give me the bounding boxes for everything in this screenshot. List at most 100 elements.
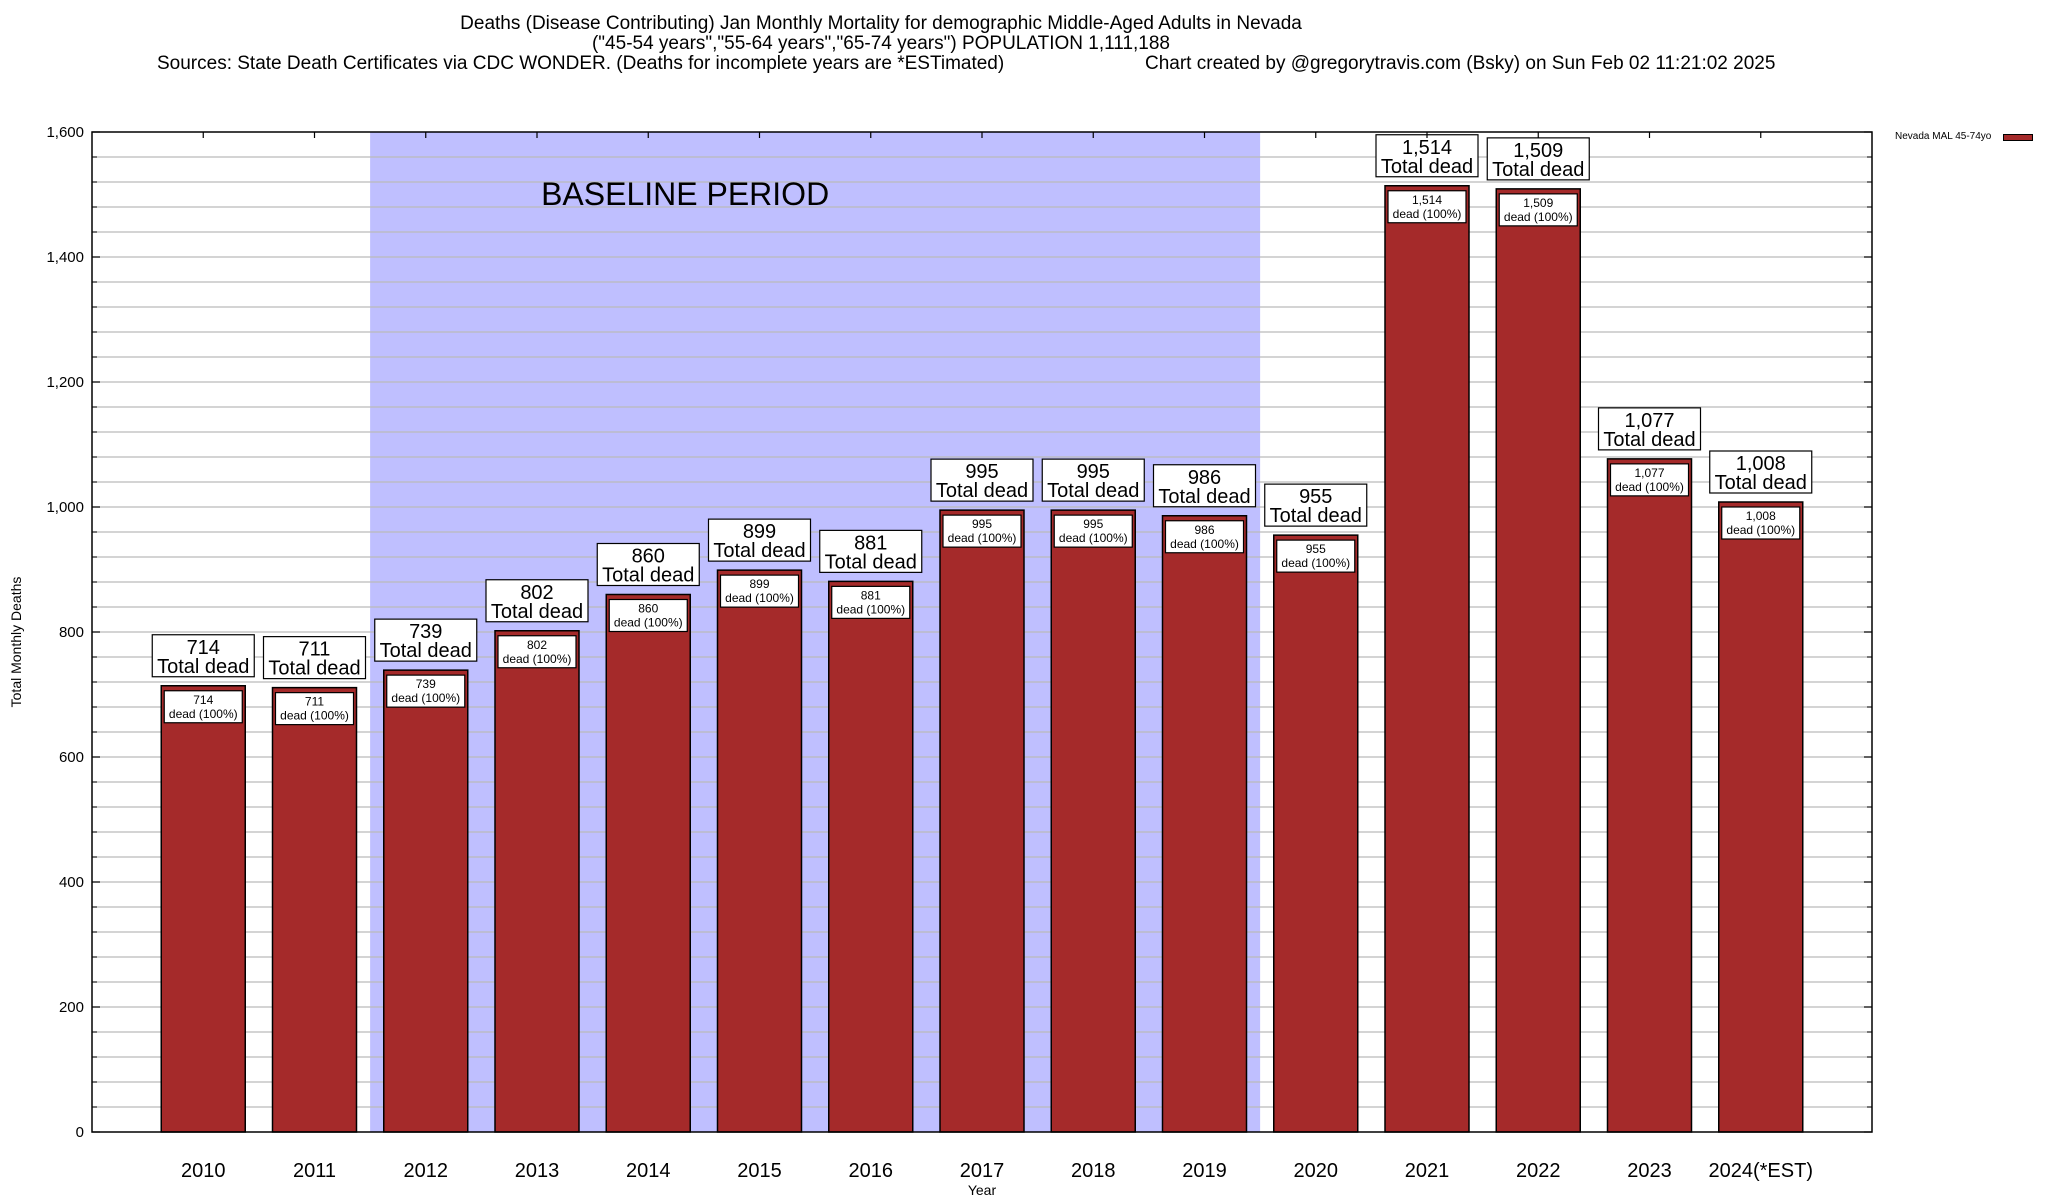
x-tick-label: 2010 xyxy=(181,1160,226,1182)
x-tick-label: 2019 xyxy=(1182,1160,1227,1182)
total-label-value: 1,077 xyxy=(1624,410,1674,432)
total-label-value: 1,509 xyxy=(1513,140,1563,162)
inner-label-box xyxy=(386,674,466,708)
inner-label-box xyxy=(1721,506,1801,540)
total-label-value: 995 xyxy=(965,461,998,483)
total-label-value: 986 xyxy=(1188,467,1221,489)
inner-label-text: dead (100%) xyxy=(1170,537,1239,551)
total-label-value: 711 xyxy=(299,639,331,661)
total-label-box xyxy=(1152,464,1257,508)
inner-label-text: dead (100%) xyxy=(503,652,572,666)
inner-label-text: dead (100%) xyxy=(280,709,349,723)
total-label-box xyxy=(707,518,812,562)
inner-label-text: dead (100%) xyxy=(1281,556,1350,570)
total-label-text: Total dead xyxy=(1715,472,1807,494)
total-label-text: Total dead xyxy=(268,658,360,680)
total-label-text: Total dead xyxy=(1270,505,1362,527)
inner-label-box xyxy=(608,598,688,633)
bar-2013 xyxy=(494,630,580,1133)
x-tick-label: 2022 xyxy=(1516,1160,1561,1182)
bar-2017 xyxy=(939,509,1025,1133)
x-tick-label: 2024(*EST) xyxy=(1709,1160,1814,1182)
bar-2016 xyxy=(828,580,914,1133)
bar-2020 xyxy=(1273,534,1359,1133)
total-label-box xyxy=(485,579,589,623)
inner-label-value: 802 xyxy=(527,638,547,652)
y-tick-label: 0 xyxy=(76,1124,84,1141)
bar-2022 xyxy=(1495,188,1581,1133)
x-tick-label: 2013 xyxy=(515,1160,560,1182)
total-label-text: Total dead xyxy=(936,480,1028,502)
total-label-text: Total dead xyxy=(1158,486,1250,508)
inner-label-box xyxy=(163,690,243,724)
inner-label-value: 1,077 xyxy=(1634,466,1664,480)
inner-label-box xyxy=(1498,193,1578,227)
inner-label-text: dead (100%) xyxy=(1726,523,1795,537)
total-label-text: Total dead xyxy=(713,540,805,562)
inner-label-value: 860 xyxy=(638,602,658,616)
inner-label-value: 995 xyxy=(972,517,992,531)
y-tick-label: 200 xyxy=(59,999,84,1016)
inner-label-value: 739 xyxy=(416,677,436,691)
total-label-value: 802 xyxy=(520,582,553,604)
inner-label-value: 1,509 xyxy=(1523,196,1553,210)
bar-2018 xyxy=(1050,509,1136,1133)
inner-label-text: dead (100%) xyxy=(836,602,905,616)
legend-swatch xyxy=(2003,134,2033,141)
bar-2024(*EST) xyxy=(1718,501,1804,1133)
chart-credit: Chart created by @gregorytravis.com (Bsk… xyxy=(1145,53,1776,74)
inner-label-value: 986 xyxy=(1194,523,1214,537)
x-tick-label: 2018 xyxy=(1071,1160,1116,1182)
inner-label-value: 1,008 xyxy=(1746,509,1776,523)
total-label-value: 899 xyxy=(743,521,776,543)
x-tick-label: 2023 xyxy=(1627,1160,1672,1182)
total-label-value: 881 xyxy=(854,532,887,554)
bar-2011 xyxy=(271,686,358,1133)
total-label-value: 995 xyxy=(1077,461,1110,483)
total-label-text: Total dead xyxy=(491,601,583,623)
inner-label-box xyxy=(1387,190,1467,224)
total-label-box xyxy=(1709,450,1813,494)
legend-label: Nevada MAL 45-74yo xyxy=(1895,131,1992,142)
bar-2021 xyxy=(1384,185,1470,1133)
x-tick-label: 2020 xyxy=(1294,1160,1339,1182)
x-axis-title: Year xyxy=(968,1182,997,1198)
x-tick-label: 2014 xyxy=(626,1160,671,1182)
bar-2015 xyxy=(716,569,803,1133)
x-tick-label: 2017 xyxy=(960,1160,1005,1182)
inner-label-box xyxy=(1164,520,1245,554)
inner-label-value: 955 xyxy=(1306,542,1326,556)
total-label-text: Total dead xyxy=(1603,429,1695,451)
inner-label-text: dead (100%) xyxy=(1059,531,1128,545)
total-label-box xyxy=(262,636,367,680)
x-tick-label: 2016 xyxy=(849,1160,894,1182)
total-label-box xyxy=(1041,458,1145,502)
inner-label-box xyxy=(831,585,911,619)
y-tick-label: 1,400 xyxy=(46,249,84,266)
total-label-value: 714 xyxy=(187,637,220,659)
inner-label-text: dead (100%) xyxy=(1504,210,1573,224)
y-axis-title: Total Monthly Deaths xyxy=(8,577,24,708)
chart-title: Deaths (Disease Contributing) Jan Monthl… xyxy=(460,13,1302,34)
total-label-value: 1,514 xyxy=(1402,137,1452,159)
inner-label-box xyxy=(274,692,355,726)
inner-label-text: dead (100%) xyxy=(1615,480,1684,494)
total-label-text: Total dead xyxy=(1492,159,1584,181)
total-label-text: Total dead xyxy=(1047,480,1139,502)
baseline-period-label: BASELINE PERIOD xyxy=(541,176,829,212)
axes: 0 200 400 600 800 1,000 1,200 1,400 1,600 2010 201… xyxy=(46,124,1872,1182)
total-label-text: Total dead xyxy=(157,656,249,678)
total-label-text: Total dead xyxy=(825,551,917,573)
inner-label-text: dead (100%) xyxy=(169,707,238,721)
y-tick-label: 600 xyxy=(59,749,84,766)
inner-label-box xyxy=(1609,463,1690,497)
total-label-value: 860 xyxy=(632,546,665,568)
inner-label-box xyxy=(1276,539,1356,573)
total-label-text: Total dead xyxy=(380,640,472,662)
x-tick-label: 2015 xyxy=(737,1160,782,1182)
inner-label-box xyxy=(942,514,1022,548)
inner-label-text: dead (100%) xyxy=(948,531,1017,545)
bar-2012 xyxy=(383,669,469,1133)
